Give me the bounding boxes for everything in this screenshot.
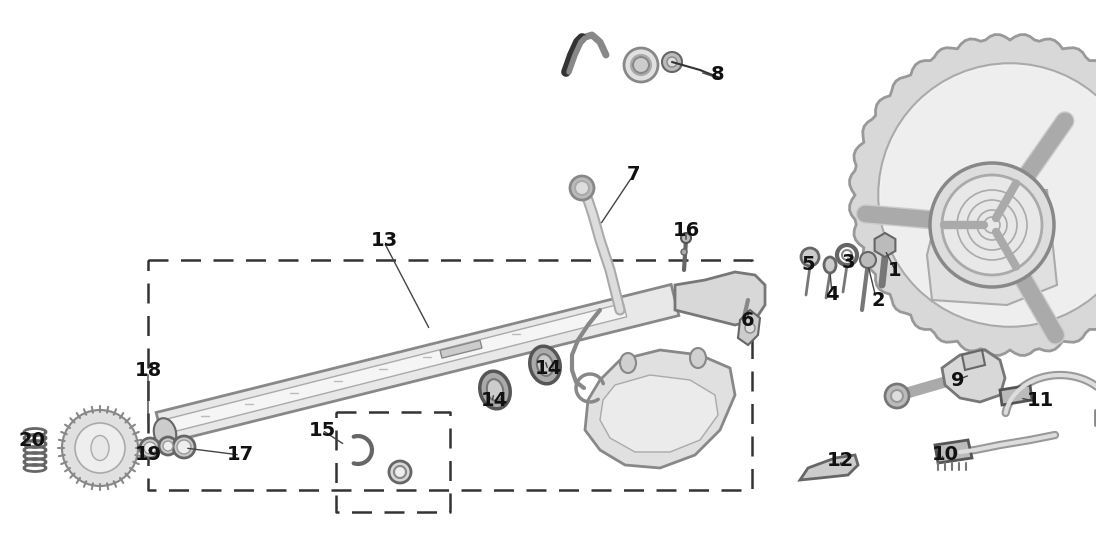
Circle shape bbox=[633, 57, 649, 73]
Circle shape bbox=[878, 63, 1096, 327]
Text: 17: 17 bbox=[227, 445, 253, 464]
Text: 9: 9 bbox=[951, 370, 964, 390]
Polygon shape bbox=[738, 310, 760, 345]
Text: 8: 8 bbox=[711, 66, 724, 85]
Circle shape bbox=[931, 163, 1054, 287]
Circle shape bbox=[173, 436, 195, 458]
Polygon shape bbox=[875, 233, 895, 257]
Circle shape bbox=[163, 441, 173, 451]
Circle shape bbox=[681, 233, 690, 243]
Polygon shape bbox=[439, 340, 482, 358]
Ellipse shape bbox=[529, 346, 560, 384]
Circle shape bbox=[159, 437, 176, 455]
Circle shape bbox=[575, 181, 589, 195]
Ellipse shape bbox=[389, 461, 411, 483]
Polygon shape bbox=[600, 375, 718, 452]
Text: 4: 4 bbox=[825, 285, 838, 305]
Text: 11: 11 bbox=[1026, 390, 1053, 410]
Text: 10: 10 bbox=[932, 445, 959, 464]
Circle shape bbox=[75, 423, 125, 473]
Polygon shape bbox=[158, 303, 627, 435]
Circle shape bbox=[176, 440, 191, 454]
Polygon shape bbox=[927, 190, 1057, 305]
Circle shape bbox=[941, 175, 1042, 275]
Text: 16: 16 bbox=[672, 221, 699, 240]
Text: 1: 1 bbox=[888, 261, 902, 280]
Circle shape bbox=[62, 410, 138, 486]
Polygon shape bbox=[935, 440, 972, 463]
Circle shape bbox=[881, 66, 1096, 324]
Circle shape bbox=[140, 438, 160, 458]
Circle shape bbox=[681, 249, 687, 255]
Ellipse shape bbox=[153, 418, 176, 448]
Text: 2: 2 bbox=[871, 290, 884, 310]
Text: 12: 12 bbox=[826, 450, 854, 469]
Text: 14: 14 bbox=[535, 359, 561, 378]
Text: 13: 13 bbox=[370, 231, 398, 250]
Ellipse shape bbox=[91, 435, 109, 460]
Polygon shape bbox=[1000, 385, 1032, 405]
Circle shape bbox=[745, 323, 755, 333]
Ellipse shape bbox=[620, 353, 636, 373]
Ellipse shape bbox=[824, 257, 836, 273]
Text: 6: 6 bbox=[741, 310, 755, 330]
Circle shape bbox=[667, 57, 677, 67]
Circle shape bbox=[662, 52, 682, 72]
Polygon shape bbox=[585, 350, 735, 468]
Circle shape bbox=[144, 442, 156, 454]
Polygon shape bbox=[156, 285, 678, 444]
Circle shape bbox=[801, 248, 819, 266]
Text: 7: 7 bbox=[627, 166, 641, 185]
Text: 15: 15 bbox=[308, 420, 335, 439]
Text: 20: 20 bbox=[19, 430, 46, 449]
Ellipse shape bbox=[537, 354, 553, 376]
Ellipse shape bbox=[487, 379, 503, 401]
Circle shape bbox=[855, 40, 1096, 350]
Ellipse shape bbox=[480, 371, 511, 409]
Text: 3: 3 bbox=[842, 252, 855, 271]
Ellipse shape bbox=[393, 466, 406, 478]
Text: 19: 19 bbox=[135, 445, 161, 464]
Text: 14: 14 bbox=[480, 390, 507, 410]
Ellipse shape bbox=[690, 348, 706, 368]
Ellipse shape bbox=[624, 48, 658, 82]
Circle shape bbox=[570, 176, 594, 200]
Circle shape bbox=[884, 384, 909, 408]
Polygon shape bbox=[849, 34, 1096, 355]
Circle shape bbox=[860, 252, 876, 268]
Polygon shape bbox=[675, 272, 765, 325]
Polygon shape bbox=[941, 350, 1005, 402]
Text: 5: 5 bbox=[801, 256, 814, 275]
Polygon shape bbox=[800, 455, 858, 480]
Text: 18: 18 bbox=[135, 360, 161, 380]
Polygon shape bbox=[962, 350, 985, 370]
Circle shape bbox=[891, 390, 903, 402]
